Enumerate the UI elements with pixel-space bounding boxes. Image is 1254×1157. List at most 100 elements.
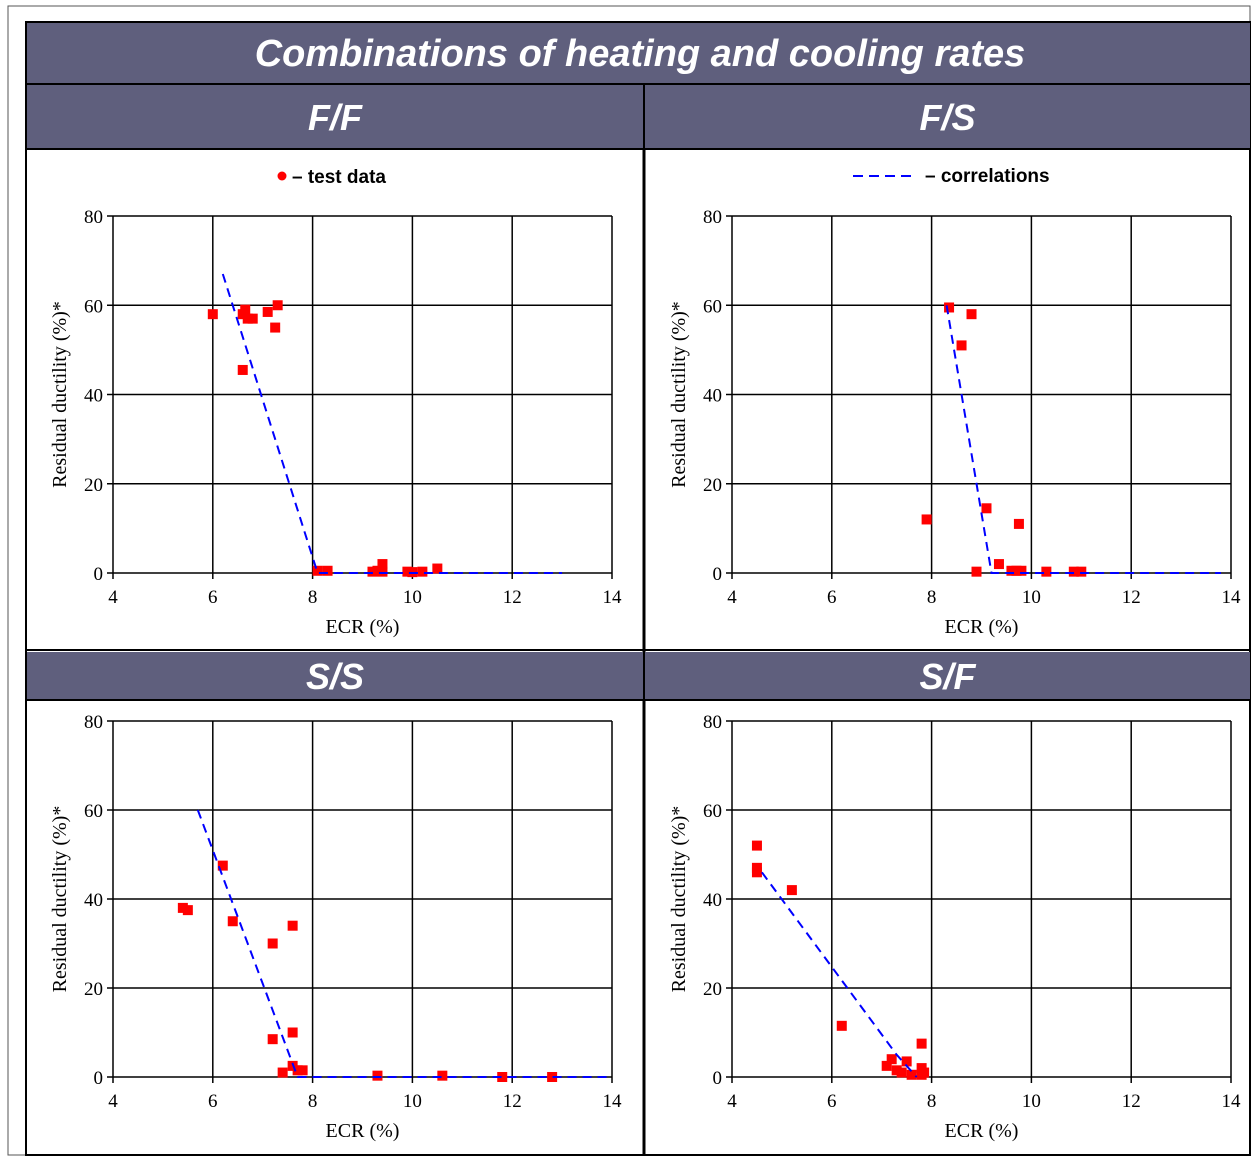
x-tick-label: 8 <box>927 1091 937 1112</box>
y-tick-label: 20 <box>703 979 722 1000</box>
data-point <box>372 1070 383 1081</box>
x-tick-label: 10 <box>1022 587 1041 608</box>
figure-title: Combinations of heating and cooling rate… <box>255 33 1026 75</box>
x-tick-label: 4 <box>727 587 737 608</box>
y-tick-label: 80 <box>703 712 722 733</box>
x-axis-label: ECR (%) <box>945 616 1019 638</box>
panel-title: S/F <box>919 656 976 697</box>
panel-banner <box>27 652 643 700</box>
x-axis-label: ECR (%) <box>945 1120 1019 1142</box>
y-tick-label: 20 <box>84 475 103 496</box>
data-point <box>417 566 428 577</box>
data-point <box>182 905 193 916</box>
y-tick-label: 60 <box>703 801 722 822</box>
data-point <box>277 1067 288 1078</box>
panel-s-s: S/S 4 6 8 10 12 14 0 20 40 60 80 ECR (%) Residual duc… <box>27 652 643 1142</box>
x-tick-label: 14 <box>603 1091 623 1112</box>
data-point <box>886 1054 897 1065</box>
data-point <box>896 1067 907 1078</box>
data-point <box>437 1070 448 1081</box>
legend-test-data-label: – test data <box>292 167 386 188</box>
data-point <box>227 916 238 927</box>
data-point <box>432 563 443 574</box>
data-point <box>237 364 248 375</box>
data-point <box>267 938 278 949</box>
y-tick-label: 40 <box>703 890 722 911</box>
data-point <box>751 867 762 878</box>
x-tick-label: 8 <box>927 587 937 608</box>
panel-f-f: F/F 4 6 8 10 12 14 0 20 40 60 80 ECR (%) Residual duc… <box>27 85 643 638</box>
panel-banner <box>645 652 1250 700</box>
data-point <box>547 1072 558 1082</box>
figure-frame <box>25 21 1251 1156</box>
y-tick-label: 60 <box>84 801 103 822</box>
x-tick-label: 12 <box>503 1091 522 1112</box>
x-tick-label: 4 <box>108 587 118 608</box>
y-tick-label: 60 <box>703 296 722 317</box>
data-point <box>262 306 273 317</box>
title-banner <box>27 23 1250 84</box>
data-point <box>207 309 218 320</box>
data-point <box>297 1065 308 1076</box>
x-tick-label: 4 <box>108 1091 118 1112</box>
data-point <box>916 1038 927 1049</box>
data-point <box>272 300 283 311</box>
panel-title: F/F <box>308 97 363 138</box>
data-point <box>1076 566 1087 577</box>
x-tick-label: 8 <box>308 1091 318 1112</box>
x-tick-label: 10 <box>403 587 422 608</box>
y-tick-label: 60 <box>84 296 103 317</box>
panel-title: S/S <box>306 656 364 697</box>
y-tick-label: 80 <box>84 712 103 733</box>
y-tick-label: 0 <box>713 564 723 585</box>
y-tick-label: 40 <box>84 890 103 911</box>
data-point <box>901 1056 912 1067</box>
data-point <box>921 514 932 525</box>
panel-s-f: S/F 4 6 8 10 12 14 0 20 40 60 80 ECR (%) Residual duc… <box>645 652 1250 1142</box>
y-tick-label: 40 <box>703 386 722 407</box>
y-axis-label: Residual ductility (%)* <box>668 301 690 488</box>
data-point <box>322 565 333 576</box>
x-tick-label: 6 <box>827 587 837 608</box>
x-axis-label: ECR (%) <box>326 1120 400 1142</box>
x-axis-label: ECR (%) <box>326 616 400 638</box>
x-tick-label: 10 <box>403 1091 422 1112</box>
y-tick-label: 20 <box>703 475 722 496</box>
panel-f-s: F/S 4 6 8 10 12 14 0 20 40 60 80 ECR (%) Residual duc… <box>645 85 1250 638</box>
data-point <box>1016 565 1027 576</box>
data-point <box>377 566 388 577</box>
data-point <box>919 1067 930 1078</box>
y-axis-label: Residual ductility (%)* <box>49 806 71 993</box>
data-point <box>312 565 323 576</box>
data-point <box>247 313 258 324</box>
x-tick-label: 10 <box>1022 1091 1041 1112</box>
data-point <box>993 559 1004 570</box>
x-tick-label: 12 <box>1122 1091 1141 1112</box>
y-tick-label: 0 <box>94 564 104 585</box>
data-point <box>267 1034 278 1045</box>
data-point <box>956 340 967 351</box>
panel-banner <box>645 85 1250 149</box>
x-tick-label: 14 <box>1222 587 1242 608</box>
x-tick-label: 6 <box>208 587 218 608</box>
x-tick-label: 14 <box>603 587 623 608</box>
data-point <box>906 1069 917 1080</box>
correlation-line <box>945 305 1221 574</box>
data-point <box>981 503 992 514</box>
data-point <box>287 1027 298 1038</box>
x-tick-label: 6 <box>827 1091 837 1112</box>
data-point <box>966 309 977 320</box>
x-tick-label: 12 <box>1122 587 1141 608</box>
data-point <box>971 566 982 577</box>
data-point <box>881 1060 892 1071</box>
data-point <box>751 840 762 851</box>
legend-test-data-marker <box>277 171 287 181</box>
y-tick-label: 20 <box>84 979 103 1000</box>
x-tick-label: 4 <box>727 1091 737 1112</box>
data-point <box>270 322 281 333</box>
data-point <box>836 1020 847 1031</box>
x-tick-label: 6 <box>208 1091 218 1112</box>
y-axis-label: Residual ductility (%)* <box>49 301 71 488</box>
y-tick-label: 0 <box>713 1068 723 1089</box>
